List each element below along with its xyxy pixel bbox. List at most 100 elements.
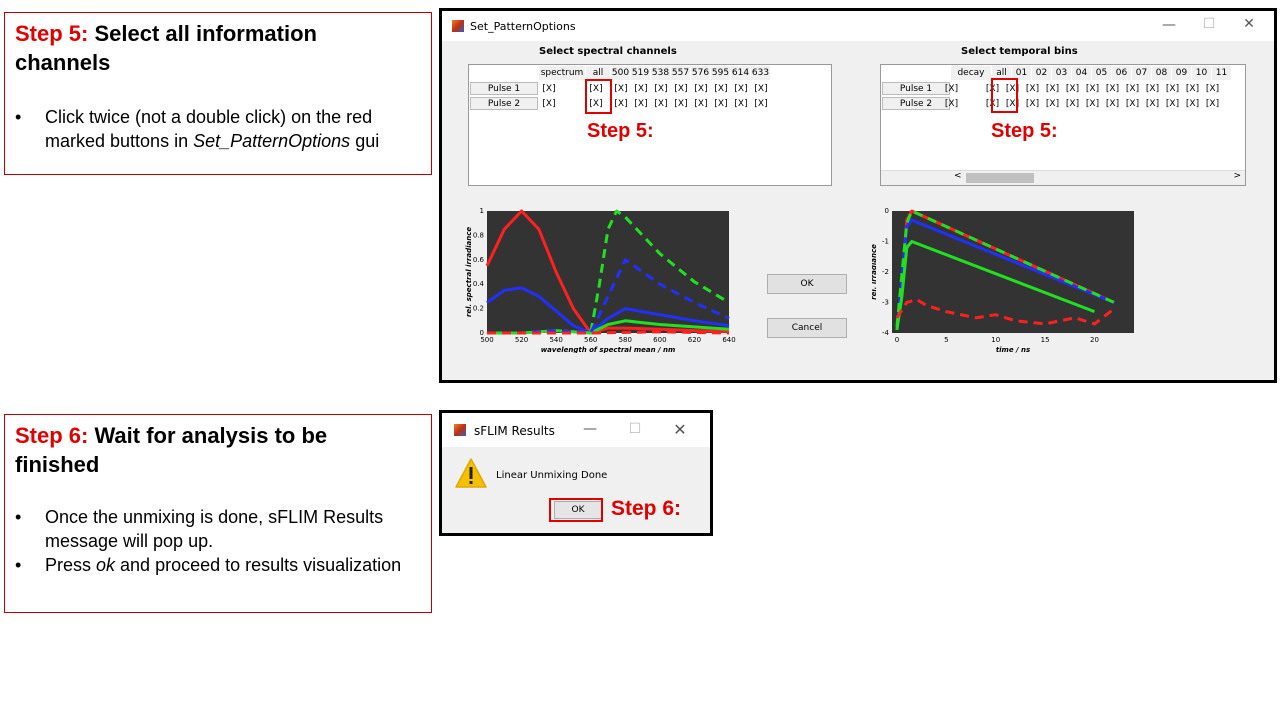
column-header-02[interactable]: 02	[1032, 66, 1051, 80]
scrollbar-thumb[interactable]	[966, 173, 1034, 183]
checkbox-cell[interactable]: [X]	[634, 84, 648, 94]
checkbox-cell[interactable]: [X]	[1065, 84, 1080, 94]
scroll-left-icon[interactable]: <	[954, 171, 962, 181]
checkbox-cell[interactable]: [X]	[654, 99, 668, 109]
checkbox-cell[interactable]: [X]	[1085, 99, 1100, 109]
column-header-04[interactable]: 04	[1072, 66, 1091, 80]
checkbox-cell[interactable]: [X]	[1125, 84, 1140, 94]
checkbox-cell[interactable]: [X]	[1205, 84, 1220, 94]
checkbox-cell[interactable]: [X]	[944, 84, 959, 94]
checkbox-cell[interactable]: [X]	[1185, 84, 1200, 94]
checkbox-cell[interactable]: [X]	[1145, 84, 1160, 94]
checkbox-cell[interactable]: [X]	[1005, 99, 1020, 109]
column-header-all[interactable]: all	[992, 66, 1011, 80]
column-header-614[interactable]: 614	[731, 66, 750, 80]
step5-heading-step: Step 5:	[15, 21, 89, 46]
checkbox-cell[interactable]: [X]	[1085, 84, 1100, 94]
row-header-pulse-1[interactable]: Pulse 1	[882, 82, 950, 95]
checkbox-cell[interactable]: [X]	[1185, 99, 1200, 109]
y-axis-label: rel. irradiance	[872, 244, 878, 300]
checkbox-cell[interactable]: [X]	[542, 84, 556, 94]
sflim-results-window: sFLIM Results — ☐ ✕ Linear Unmixing Done…	[439, 410, 713, 536]
ok-button[interactable]: OK	[767, 274, 847, 294]
checkbox-cell[interactable]: [X]	[1045, 99, 1060, 109]
results-message: Linear Unmixing Done	[496, 470, 608, 481]
checkbox-cell[interactable]: [X]	[1205, 99, 1220, 109]
checkbox-cell[interactable]: [X]	[1045, 84, 1060, 94]
column-header-595[interactable]: 595	[711, 66, 730, 80]
checkbox-cell[interactable]: [X]	[714, 99, 728, 109]
close-icon[interactable]: ✕	[1243, 16, 1255, 32]
checkbox-cell[interactable]: [X]	[654, 84, 668, 94]
column-header-500[interactable]: 500	[611, 66, 630, 80]
checkbox-cell[interactable]: [X]	[589, 84, 603, 94]
checkbox-cell[interactable]: [X]	[754, 84, 768, 94]
column-header-557[interactable]: 557	[671, 66, 690, 80]
x-tick-label: 5	[944, 336, 948, 344]
checkbox-cell[interactable]: [X]	[754, 99, 768, 109]
x-tick-label: 15	[1041, 336, 1050, 344]
close-icon[interactable]: ✕	[673, 420, 687, 439]
checkbox-cell[interactable]: [X]	[614, 99, 628, 109]
checkbox-cell[interactable]: [X]	[589, 99, 603, 109]
column-header-06[interactable]: 06	[1112, 66, 1131, 80]
checkbox-cell[interactable]: [X]	[694, 99, 708, 109]
checkbox-cell[interactable]: [X]	[1165, 84, 1180, 94]
checkbox-cell[interactable]: [X]	[1105, 99, 1120, 109]
checkbox-cell[interactable]: [X]	[734, 99, 748, 109]
x-tick-label: 600	[653, 336, 666, 344]
checkbox-cell[interactable]: [X]	[1025, 99, 1040, 109]
column-header-spectrum[interactable]: spectrum	[539, 66, 585, 80]
column-header-576[interactable]: 576	[691, 66, 710, 80]
step6-instruction-box: Step 6: Wait for analysis to be finished…	[4, 414, 432, 613]
checkbox-cell[interactable]: [X]	[1125, 99, 1140, 109]
column-header-05[interactable]: 05	[1092, 66, 1111, 80]
minimize-icon[interactable]: —	[1162, 17, 1176, 33]
column-header-11[interactable]: 11	[1212, 66, 1231, 80]
column-header-519[interactable]: 519	[631, 66, 650, 80]
column-header-10[interactable]: 10	[1192, 66, 1211, 80]
maximize-icon[interactable]: ☐	[628, 421, 642, 437]
maximize-icon[interactable]: ☐	[1202, 16, 1216, 32]
checkbox-cell[interactable]: [X]	[944, 99, 959, 109]
checkbox-cell[interactable]: [X]	[674, 99, 688, 109]
column-header-08[interactable]: 08	[1152, 66, 1171, 80]
row-header-pulse-1[interactable]: Pulse 1	[470, 82, 538, 95]
column-header-01[interactable]: 01	[1012, 66, 1031, 80]
horizontal-scrollbar[interactable]: < >	[881, 170, 1245, 185]
checkbox-cell[interactable]: [X]	[674, 84, 688, 94]
results-title: sFLIM Results	[474, 424, 555, 438]
checkbox-cell[interactable]: [X]	[1165, 99, 1180, 109]
checkbox-cell[interactable]: [X]	[614, 84, 628, 94]
checkbox-cell[interactable]: [X]	[634, 99, 648, 109]
checkbox-cell[interactable]: [X]	[542, 99, 556, 109]
column-header-all[interactable]: all	[586, 66, 610, 80]
step5-heading: Step 5: Select all information channels	[15, 19, 415, 77]
checkbox-cell[interactable]: [X]	[694, 84, 708, 94]
column-header-07[interactable]: 07	[1132, 66, 1151, 80]
checkbox-cell[interactable]: [X]	[1025, 84, 1040, 94]
checkbox-cell[interactable]: [X]	[1145, 99, 1160, 109]
results-ok-button[interactable]: OK	[554, 501, 602, 519]
column-header-633[interactable]: 633	[751, 66, 770, 80]
checkbox-cell[interactable]: [X]	[1005, 84, 1020, 94]
column-header-03[interactable]: 03	[1052, 66, 1071, 80]
row-header-pulse-2[interactable]: Pulse 2	[882, 97, 950, 110]
row-header-pulse-2[interactable]: Pulse 2	[470, 97, 538, 110]
column-header-decay[interactable]: decay	[951, 66, 991, 80]
checkbox-cell[interactable]: [X]	[1065, 99, 1080, 109]
cancel-button[interactable]: Cancel	[767, 318, 847, 338]
minimize-icon[interactable]: —	[583, 421, 597, 437]
scroll-right-icon[interactable]: >	[1233, 171, 1241, 181]
temporal-bins-label: Select temporal bins	[961, 46, 1078, 57]
checkbox-cell[interactable]: [X]	[714, 84, 728, 94]
x-tick-label: 520	[515, 336, 528, 344]
x-tick-label: 560	[584, 336, 597, 344]
y-tick-label: -4	[882, 329, 890, 337]
column-header-538[interactable]: 538	[651, 66, 670, 80]
checkbox-cell[interactable]: [X]	[734, 84, 748, 94]
temporal-bins-table: decay all 01 02 03 04 05 06 07 08 09 10 …	[880, 64, 1246, 186]
checkbox-cell[interactable]: [X]	[1105, 84, 1120, 94]
column-header-09[interactable]: 09	[1172, 66, 1191, 80]
y-tick-label: 0	[885, 207, 889, 215]
